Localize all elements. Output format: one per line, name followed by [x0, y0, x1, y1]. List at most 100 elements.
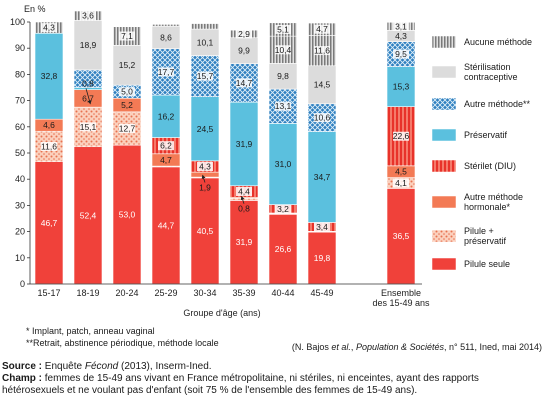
data-label: 5,1 [277, 24, 289, 34]
data-label: 9,9 [238, 46, 250, 56]
data-label: 11,6 [314, 46, 330, 56]
annotation-label: 0,8 [82, 79, 94, 89]
data-label: 31,0 [275, 159, 292, 169]
data-label: 11,6 [41, 141, 57, 151]
data-label: 3,6 [82, 11, 94, 21]
bar-segment [73, 146, 103, 285]
x-tick-label: 15-17 [37, 288, 60, 298]
data-label: 4,3 [199, 161, 211, 171]
data-label: 15,3 [393, 82, 410, 92]
x-tick-label: 25-29 [154, 288, 177, 298]
bar-segment [268, 63, 298, 90]
data-label: 32,8 [41, 71, 58, 81]
x-tick-label: des 15-49 ans [372, 298, 430, 308]
y-tick-label: 50 [15, 148, 25, 158]
y-tick-label: 100 [10, 17, 25, 27]
legend-label-pilule-preservatif: préservatif [464, 236, 507, 246]
data-label: 34,7 [314, 172, 331, 182]
footer: Source : Enquête Fécond (2013), Inserm-I… [2, 361, 542, 397]
data-label: 3,2 [277, 204, 289, 214]
data-label: 8,6 [160, 32, 172, 42]
data-label-bg [197, 71, 213, 81]
data-label: 44,7 [158, 220, 175, 230]
legend-label-autre-methode-hormonale: hormonale* [464, 202, 511, 212]
data-label: 5,2 [121, 100, 133, 110]
annotation-arrow [240, 195, 245, 204]
y-tick-label: 80 [15, 69, 25, 79]
data-label: 12,7 [119, 124, 136, 134]
y-tick-label: 70 [15, 96, 25, 106]
y-tick-label: 90 [15, 43, 25, 53]
note-hormonal: * Implant, patch, anneau vaginal [26, 326, 155, 336]
y-tick-label: 30 [15, 200, 25, 210]
bar-segment [190, 28, 220, 56]
data-label: 46,7 [41, 218, 58, 228]
bar-segment [34, 32, 64, 120]
y-axis: 0 10 20 30 40 50 60 70 80 90 100 [10, 17, 31, 289]
data-label: 31,9 [236, 237, 253, 247]
data-label-bg [393, 131, 409, 141]
data-label-bg [80, 122, 96, 132]
data-label-bg [314, 222, 330, 232]
data-label: 4,5 [395, 167, 407, 177]
y-tick-label: 0 [20, 279, 25, 289]
data-label: 14,7 [236, 78, 253, 88]
data-label: 3,4 [316, 222, 328, 232]
data-label: 18,9 [80, 40, 97, 50]
data-label-bg [236, 78, 252, 88]
legend-label-autre-methode-hormonale: Autre méthode [464, 192, 523, 202]
y-tick-label: 10 [15, 253, 25, 263]
data-label: 4,1 [395, 178, 407, 188]
data-label: 10,1 [197, 37, 214, 47]
y-axis-label: En % [24, 4, 46, 14]
data-label-bg [314, 113, 330, 123]
y-tick-label: 60 [15, 122, 25, 132]
data-label: 15,2 [119, 60, 136, 70]
x-tick-label: 35-39 [232, 288, 255, 298]
data-label: 4,6 [43, 120, 55, 130]
data-label: 15,1 [80, 122, 97, 132]
data-label-bg [119, 87, 135, 97]
chart-notes: * Implant, patch, anneau vaginal **Retra… [26, 325, 219, 349]
legend-swatch-pilule-seule [431, 257, 457, 271]
data-label: 17,7 [158, 67, 175, 77]
data-label: 13,1 [275, 101, 292, 111]
data-label: 22,6 [393, 131, 410, 141]
data-label: 4,7 [316, 24, 328, 34]
data-label: 9,5 [395, 49, 407, 59]
data-label-bg [393, 21, 409, 31]
bar-segment [229, 200, 259, 285]
bar-segment [386, 188, 416, 285]
x-tick-label: 20-24 [115, 288, 138, 298]
data-label: 2,9 [238, 29, 250, 39]
data-label-bg [119, 31, 135, 41]
note-other-method: **Retrait, abstinence périodique, méthod… [26, 338, 219, 348]
data-label: 40,5 [197, 226, 214, 236]
legend-label-preservatif: Préservatif [464, 130, 508, 140]
source-line: Source : Enquête Fécond (2013), Inserm-I… [2, 361, 212, 372]
bar-segment [73, 20, 103, 71]
legend-label-sterilisation-contraceptive: Stérilisation [464, 62, 511, 72]
data-label: 6,2 [160, 141, 172, 151]
data-label: 53,0 [119, 210, 136, 220]
data-label: 19,8 [314, 253, 331, 263]
data-label-bg [275, 24, 291, 34]
bar-segment [190, 96, 220, 162]
x-tick-label: 30-34 [193, 288, 216, 298]
annotation-arrow [85, 88, 92, 105]
data-label: 26,6 [275, 244, 292, 254]
annotation-arrow [201, 174, 206, 183]
legend-label-pilule-seule: Pilule seule [464, 259, 510, 269]
bar-segment [190, 171, 220, 178]
data-label: 6,7 [82, 93, 94, 103]
legend-swatch-aucune-methode [431, 35, 457, 49]
legend: Aucune méthode Stérilisationcontraceptive… [431, 35, 532, 271]
data-label-bg [41, 141, 57, 151]
data-label: 15,7 [197, 71, 214, 81]
data-label-bg [119, 124, 135, 134]
x-tick-label: 45-49 [310, 288, 333, 298]
x-axis: 15-17 18-19 20-24 25-29 30-34 35-39 40-44 45-49… [30, 283, 430, 308]
data-label: 4,3 [43, 23, 55, 33]
x-tick-label: 18-19 [76, 288, 99, 298]
bar-segment [190, 177, 220, 285]
